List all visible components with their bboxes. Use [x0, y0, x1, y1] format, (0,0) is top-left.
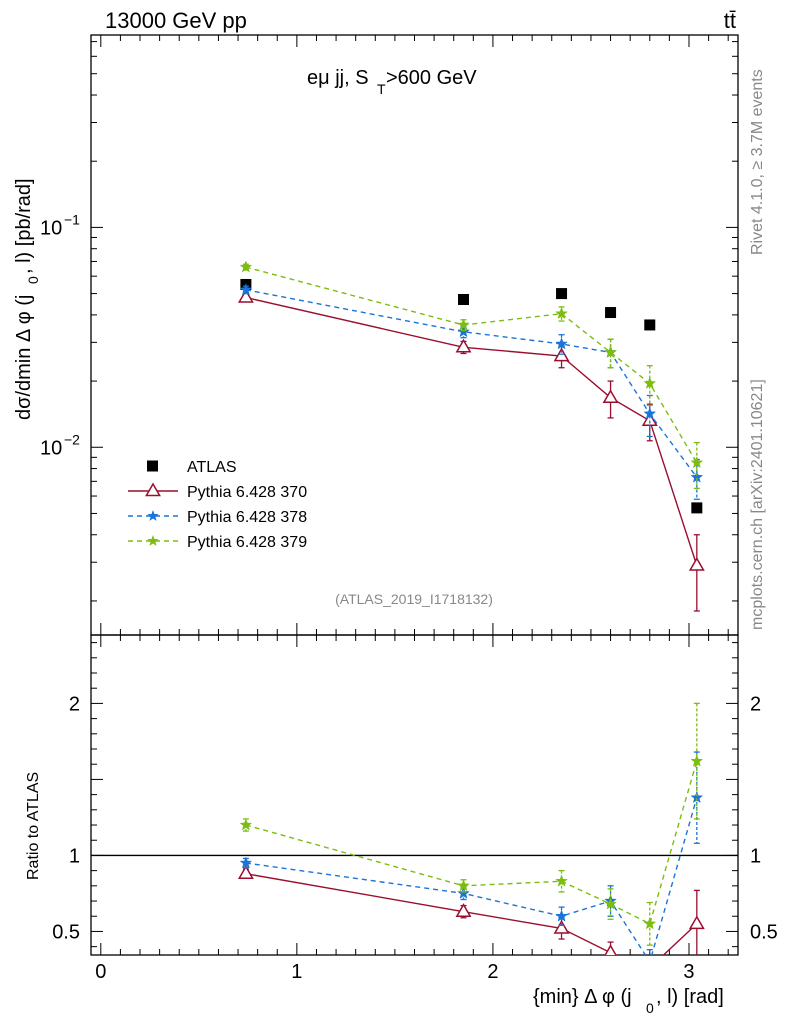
main-s378-marker [457, 325, 470, 338]
energy-label: 13000 GeV pp [105, 8, 247, 33]
main-s370-marker [641, 412, 658, 427]
rivet-label: Rivet 4.1.0, ≥ 3.7M events [749, 69, 766, 255]
x-tick-label: 0 [95, 961, 106, 983]
ratio-s379-marker [604, 897, 617, 910]
main-s378-marker [555, 337, 568, 350]
main-s378-line [245, 289, 698, 478]
ratio-s378-marker [644, 956, 655, 967]
ratio-y-tick-label-right: 0.5 [750, 921, 778, 943]
legend-label: Pythia 6.428 370 [187, 484, 307, 501]
main-s378-marker [643, 407, 657, 420]
svg-text:eμ jj, S: eμ jj, S [307, 67, 369, 89]
main-s379-marker [457, 318, 470, 331]
main-atlas-marker [691, 502, 703, 514]
svg-text:−2: −2 [64, 431, 80, 447]
svg-text:0: 0 [25, 276, 41, 284]
mcplots-label: mcplots.cern.ch [arXiv:2401.10621] [749, 379, 766, 630]
ratio-s379-marker [457, 879, 470, 892]
ratio-s370-marker [553, 919, 570, 934]
legend-marker [147, 510, 159, 521]
main-s379-marker [643, 376, 657, 389]
legend-entry-s370: Pythia 6.428 370 [128, 482, 307, 501]
ratio-plot-data [91, 702, 738, 973]
legend-label: Pythia 6.428 378 [187, 509, 307, 526]
ratio-plot-frame [90, 634, 739, 956]
svg-text:, l) [rad]: , l) [rad] [656, 986, 724, 1008]
x-tick-label: 1 [291, 961, 302, 983]
main-s370-marker [602, 389, 619, 404]
ratio-s378-marker [555, 909, 568, 922]
y-tick-label: 10 −1 [40, 211, 80, 239]
svg-text:10: 10 [40, 437, 62, 459]
main-s379-line [245, 266, 698, 464]
svg-text:dσ/dmin Δ φ (j: dσ/dmin Δ φ (j [13, 295, 35, 420]
svg-text:{min} Δ φ (j: {min} Δ φ (j [533, 986, 632, 1008]
process-label: tt̄ [724, 8, 736, 33]
ratio-s378-marker [239, 856, 253, 869]
main-atlas-marker [458, 293, 470, 305]
ratio-s370-marker [604, 944, 617, 955]
x-tick-label: 3 [683, 961, 694, 983]
main-atlas-marker [644, 319, 656, 331]
ratio-s379-line [245, 761, 698, 925]
legend-entry-s379: Pythia 6.428 379 [128, 534, 307, 551]
main-s370-line [245, 296, 698, 566]
main-atlas-marker [556, 288, 568, 300]
ratio-s378-line [245, 797, 698, 955]
main-s378-marker [239, 283, 253, 296]
svg-text:>600 GeV: >600 GeV [386, 67, 477, 89]
main-plot-data [237, 260, 705, 612]
ratio-s370-marker [643, 961, 656, 973]
legend-entry-atlas: ATLAS [147, 459, 237, 476]
ratio-y-tick-label-right: 1 [750, 845, 761, 867]
ratio-s370-line [245, 873, 698, 955]
plot-title: eμ jj, S T >600 GeV [307, 67, 477, 97]
ratio-s370-marker [237, 865, 254, 879]
analysis-id: (ATLAS_2019_I1718132) [335, 591, 493, 607]
svg-text:, l) [pb/rad]: , l) [pb/rad] [13, 178, 35, 274]
svg-text:T: T [377, 81, 386, 97]
ratio-y-tick-label: 2 [69, 693, 80, 715]
main-s370-marker [237, 288, 254, 303]
legend-label: Pythia 6.428 379 [187, 534, 307, 551]
ratio-s379-marker [555, 874, 568, 887]
main-atlas-marker [605, 307, 617, 319]
legend-marker [147, 535, 159, 546]
x-axis-label: {min} Δ φ (j 0 , l) [rad] [533, 986, 724, 1016]
ratio-s379-marker [690, 754, 704, 767]
svg-text:−1: −1 [64, 211, 80, 227]
main-s370-marker [455, 338, 472, 353]
ratio-y-tick-label-right: 2 [750, 693, 761, 715]
main-s379-marker [555, 306, 568, 320]
legend-entry-s378: Pythia 6.428 378 [128, 509, 307, 526]
y-axis-label-main: dσ/dmin Δ φ (j 0 , l) [pb/rad] [13, 178, 41, 420]
ratio-y-tick-label: 0.5 [52, 921, 80, 943]
x-tick-label: 2 [487, 961, 498, 983]
ratio-s379-marker [239, 818, 253, 831]
legend: ATLAS Pythia 6.428 370 Pythia 6.428 378 Pyt… [128, 459, 307, 551]
main-s370-marker [688, 556, 705, 571]
ratio-s370-marker [688, 915, 705, 930]
svg-text:0: 0 [646, 1000, 654, 1016]
ratio-s378-marker [457, 886, 470, 899]
y-axis-label-ratio: Ratio to ATLAS [25, 772, 42, 880]
ratio-y-tick-label: 1 [69, 845, 80, 867]
main-s379-marker [239, 260, 253, 273]
legend-label: ATLAS [187, 459, 237, 476]
ratio-s370-marker [455, 903, 472, 917]
ratio-s379-marker [643, 917, 657, 930]
svg-text:10: 10 [40, 217, 62, 239]
main-s379-marker [604, 345, 617, 358]
main-s379-marker [690, 456, 704, 469]
axis-ticks: 0 1 2 310 −110 −20.5 0.51 12 2 [40, 35, 778, 983]
y-tick-label: 10 −2 [40, 431, 80, 459]
legend-marker [147, 460, 158, 472]
legend-marker [145, 482, 161, 497]
